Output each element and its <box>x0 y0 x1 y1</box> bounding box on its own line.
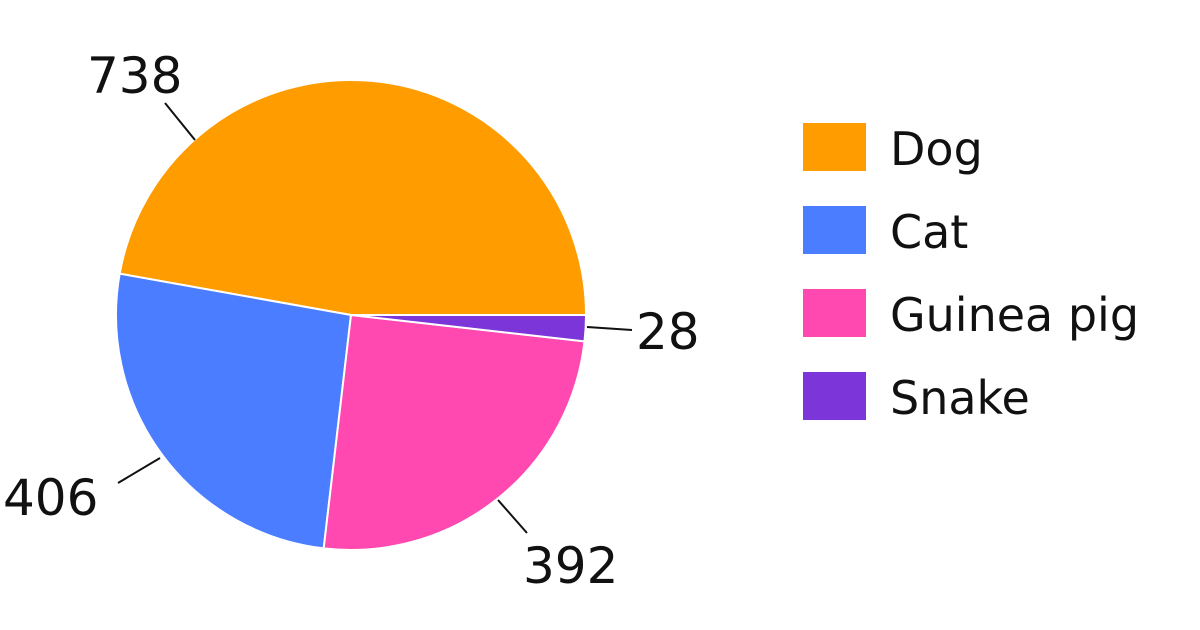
legend-swatch <box>803 123 866 171</box>
legend-label: Guinea pig <box>890 288 1139 342</box>
data-label: 392 <box>523 537 618 595</box>
legend-swatch <box>803 289 866 337</box>
leader-line <box>164 102 196 141</box>
legend-label: Snake <box>890 371 1030 425</box>
legend-label: Cat <box>890 205 968 259</box>
pie-slice-snake <box>350 314 588 343</box>
leader-line <box>117 457 161 484</box>
legend-swatch <box>803 372 866 420</box>
data-label: 406 <box>3 469 98 527</box>
pie-slice-cat <box>115 272 353 550</box>
data-label: 738 <box>87 47 182 105</box>
pie-slice-dog <box>118 79 588 316</box>
data-label: 28 <box>636 303 700 361</box>
legend-swatch <box>803 206 866 254</box>
pie-slice-guinea-pig <box>322 313 586 551</box>
leader-line <box>497 499 528 534</box>
leader-line <box>586 326 633 331</box>
legend-label: Dog <box>890 122 983 176</box>
